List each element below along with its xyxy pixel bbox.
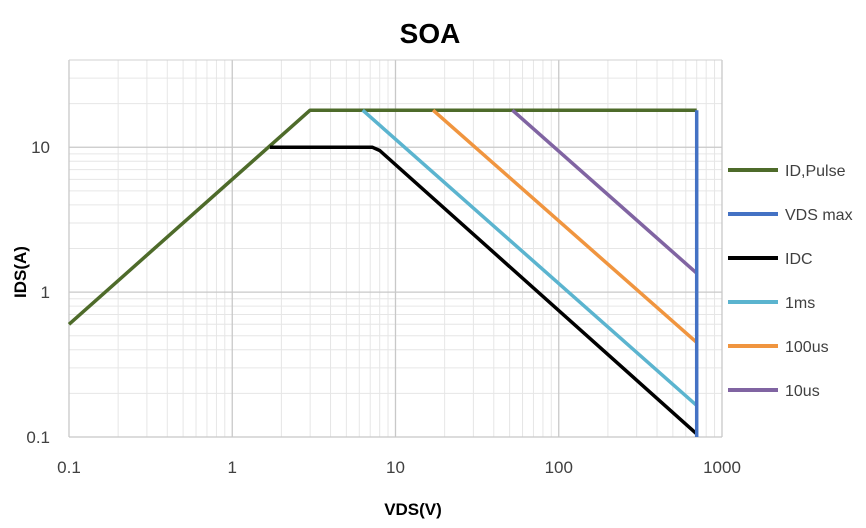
major-gridlines xyxy=(68,59,723,438)
x-tick-labels: 0.1 1 10 100 1000 xyxy=(57,458,741,477)
x-tick-label: 100 xyxy=(545,458,573,477)
y-tick-labels: 0.1 1 10 xyxy=(26,138,50,447)
y-tick-label: 0.1 xyxy=(26,428,50,447)
series-line-idc xyxy=(269,145,698,436)
legend-label: ID,Pulse xyxy=(785,163,846,180)
series-line-1ms xyxy=(361,108,698,407)
y-axis-title: IDS(A) xyxy=(11,246,30,298)
y-tick-label: 10 xyxy=(31,138,50,157)
legend-label: 10us xyxy=(785,383,820,400)
minor-gridlines xyxy=(69,60,722,437)
x-tick-label: 1 xyxy=(228,458,237,477)
x-tick-label: 10 xyxy=(386,458,405,477)
series-lines xyxy=(67,108,699,437)
legend: ID,Pulse VDS max IDC 1ms 100us 10us xyxy=(728,163,853,400)
y-tick-label: 1 xyxy=(41,283,50,302)
legend-label: 100us xyxy=(785,339,829,356)
chart-title: SOA xyxy=(400,18,461,49)
series-line-10us xyxy=(511,108,698,275)
series-line-100us xyxy=(431,108,698,344)
x-tick-label: 1000 xyxy=(703,458,741,477)
x-axis-title: VDS(V) xyxy=(384,500,442,519)
x-tick-label: 0.1 xyxy=(57,458,81,477)
legend-label: VDS max xyxy=(785,207,853,224)
series-line-id-pulse xyxy=(67,108,697,326)
legend-label: IDC xyxy=(785,251,813,268)
legend-label: 1ms xyxy=(785,295,815,312)
